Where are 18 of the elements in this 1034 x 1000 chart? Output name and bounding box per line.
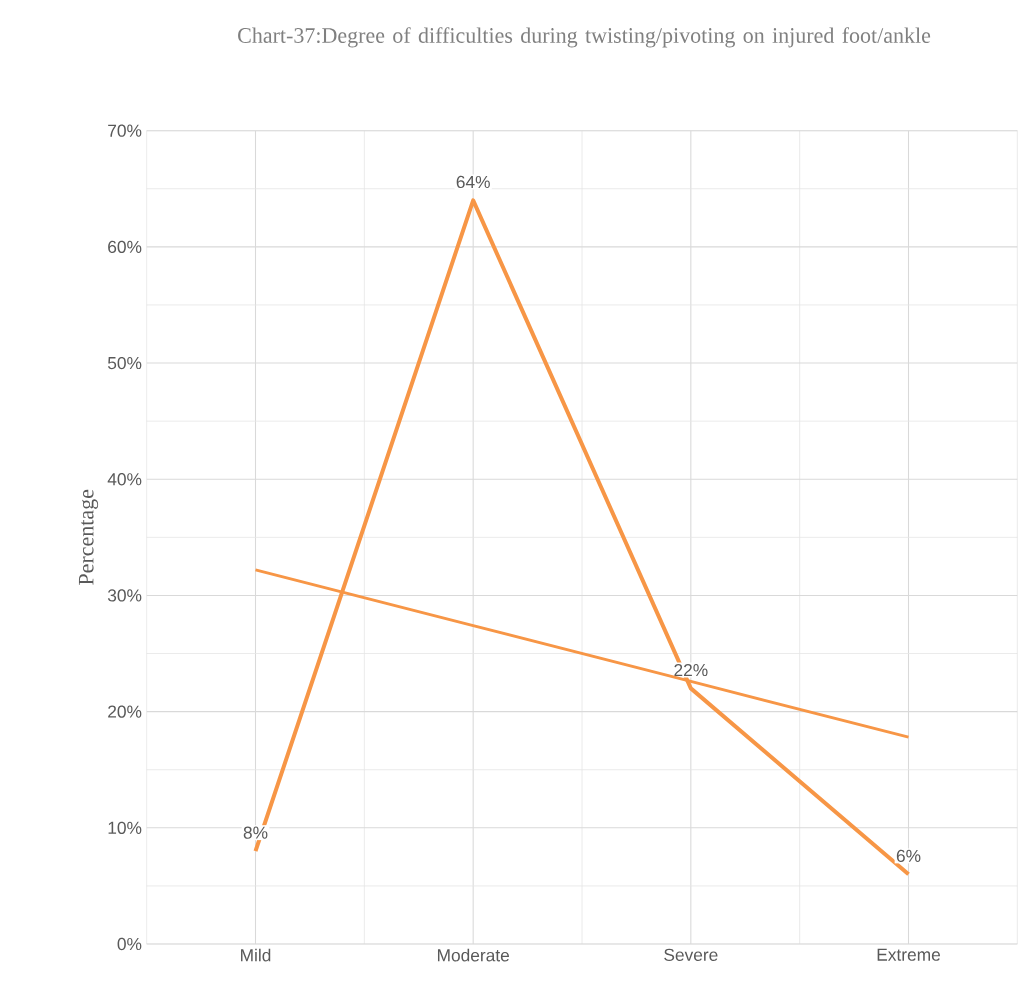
y-tick-label: 50% bbox=[107, 356, 142, 370]
y-tick-label: 40% bbox=[107, 473, 142, 486]
x-tick-label: Mild bbox=[241, 948, 271, 962]
x-tick-label: Moderate bbox=[437, 948, 509, 962]
data-label: 8% bbox=[243, 826, 268, 839]
data-label: 6% bbox=[896, 849, 921, 863]
y-axis-title: Percentage bbox=[78, 489, 99, 585]
chart-title: Chart-37:Degree of difficulties during twisting/pivoting on injured foot/ankle bbox=[238, 27, 931, 48]
y-tick-label: 10% bbox=[108, 821, 142, 834]
x-tick-label: Severe bbox=[664, 948, 718, 961]
data-label: 64% bbox=[456, 175, 490, 189]
y-tick-label: 70% bbox=[108, 124, 142, 137]
y-tick-label: 30% bbox=[107, 589, 142, 602]
y-tick-label: 0% bbox=[117, 937, 142, 951]
y-tick-label: 60% bbox=[108, 240, 142, 253]
data-label: 22% bbox=[674, 663, 708, 677]
y-tick-label: 20% bbox=[108, 705, 142, 718]
x-tick-label: Extreme bbox=[877, 948, 940, 961]
